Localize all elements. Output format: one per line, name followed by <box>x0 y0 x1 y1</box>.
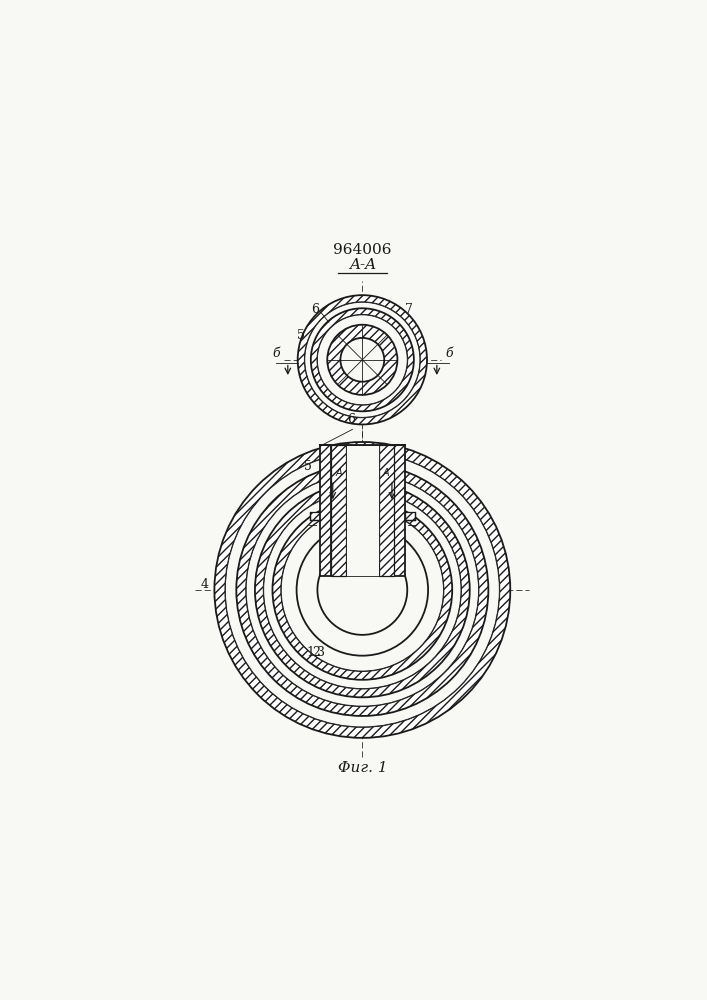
Ellipse shape <box>246 474 479 706</box>
Ellipse shape <box>297 524 428 656</box>
Text: Φиг. 2: Φиг. 2 <box>337 445 387 459</box>
Text: 4: 4 <box>201 578 209 591</box>
Text: А: А <box>336 468 343 478</box>
Bar <box>346 445 379 576</box>
Ellipse shape <box>246 474 479 706</box>
Text: б: б <box>445 347 452 360</box>
Ellipse shape <box>281 509 443 671</box>
Text: A-A: A-A <box>349 258 376 272</box>
Ellipse shape <box>317 545 407 635</box>
Text: 7: 7 <box>404 303 413 316</box>
Bar <box>310 512 320 520</box>
Bar <box>331 512 394 520</box>
Bar <box>379 512 394 520</box>
Text: 2: 2 <box>312 646 320 659</box>
Ellipse shape <box>305 302 420 417</box>
Ellipse shape <box>311 308 414 411</box>
Ellipse shape <box>264 491 461 689</box>
Bar <box>331 512 346 520</box>
Text: А: А <box>382 468 389 478</box>
Ellipse shape <box>214 442 510 738</box>
Ellipse shape <box>341 338 385 382</box>
Text: 3: 3 <box>317 646 325 659</box>
Text: 5: 5 <box>303 460 311 473</box>
Bar <box>379 445 394 576</box>
Ellipse shape <box>298 295 427 424</box>
Bar <box>320 445 331 576</box>
Bar <box>405 512 415 520</box>
Text: 6: 6 <box>347 413 356 426</box>
Ellipse shape <box>226 453 499 727</box>
Ellipse shape <box>327 325 397 395</box>
Ellipse shape <box>317 315 407 405</box>
Ellipse shape <box>226 453 499 727</box>
Ellipse shape <box>317 315 407 405</box>
Bar <box>331 445 346 576</box>
Ellipse shape <box>255 483 469 697</box>
Ellipse shape <box>264 491 461 689</box>
Bar <box>394 445 405 576</box>
Text: 1: 1 <box>307 646 315 659</box>
Text: 5: 5 <box>297 329 305 342</box>
Bar <box>346 512 379 520</box>
Text: б: б <box>272 347 279 360</box>
Text: Φиг. 1: Φиг. 1 <box>337 761 387 775</box>
Ellipse shape <box>236 464 489 716</box>
Ellipse shape <box>281 509 443 671</box>
Ellipse shape <box>272 500 452 680</box>
Text: 6: 6 <box>311 303 319 316</box>
Text: 964006: 964006 <box>333 243 392 257</box>
Ellipse shape <box>305 302 420 417</box>
